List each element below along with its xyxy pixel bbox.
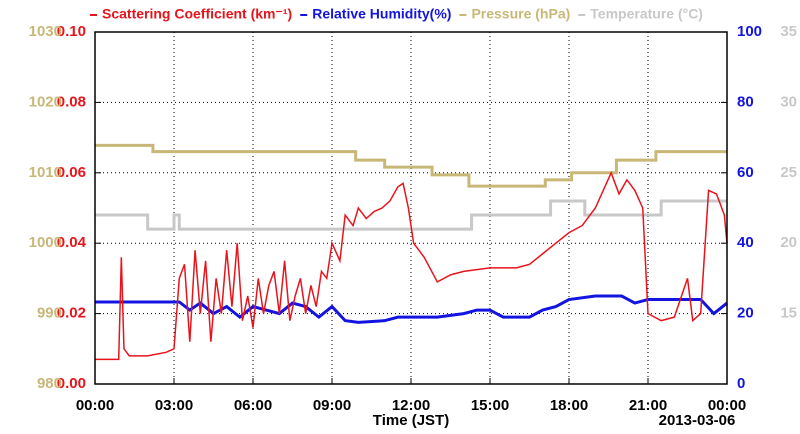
- y-tick-label: 25: [780, 164, 797, 181]
- series-line: [95, 199, 727, 231]
- legend-label: Relative Humidity(%): [312, 6, 451, 22]
- y-tick-label: 980: [37, 375, 62, 392]
- y-tick-label: 15: [780, 305, 797, 322]
- legend-label: Temperature (°C): [590, 6, 703, 22]
- x-tick-label: 21:00: [629, 397, 667, 414]
- series-line: [95, 294, 728, 324]
- y-tick-label: 1030: [29, 23, 62, 40]
- y-tick-label: 1020: [29, 93, 62, 110]
- x-tick-label: 06:00: [234, 397, 272, 414]
- x-tick-label: 03:00: [155, 397, 193, 414]
- y-tick-label: 0: [737, 375, 745, 392]
- y-tick-label: 1010: [29, 164, 62, 181]
- y-tick-label: 40: [737, 234, 754, 251]
- y-tick-label: 80: [737, 93, 754, 110]
- y-tick-label: 990: [37, 305, 62, 322]
- x-tick-label: 18:00: [550, 397, 588, 414]
- x-tick-label: 00:00: [708, 397, 746, 414]
- y-tick-label: 60: [737, 164, 754, 181]
- y-tick-label: 35: [780, 23, 797, 40]
- x-axis-label: Time (JST): [373, 412, 449, 429]
- series-line: [95, 170, 728, 361]
- plot-frame: [94, 31, 728, 385]
- series-line: [95, 143, 727, 188]
- x-tick-label: 12:00: [392, 397, 430, 414]
- y-tick-label: 0.04: [57, 234, 87, 251]
- y-tick-label: 1000: [29, 234, 62, 251]
- y-tick-label: 0.06: [57, 164, 86, 181]
- y-tick-label: 20: [737, 305, 754, 322]
- y-tick-label: 0.02: [57, 305, 86, 322]
- y-tick-label: 0.08: [57, 93, 86, 110]
- legend-label: Scattering Coefficient (km⁻¹): [102, 6, 292, 22]
- x-tick-label: 00:00: [76, 397, 114, 414]
- date-label: 2013-03-06: [659, 412, 736, 429]
- y-tick-label: 100: [737, 23, 762, 40]
- legend-label: Pressure (hPa): [471, 6, 570, 22]
- x-tick-label: 09:00: [313, 397, 351, 414]
- y-tick-label: 20: [780, 234, 797, 251]
- y-tick-label: 0.00: [57, 375, 86, 392]
- y-tick-label: 30: [780, 93, 797, 110]
- x-tick-label: 15:00: [471, 397, 509, 414]
- y-tick-label: 0.10: [57, 23, 86, 40]
